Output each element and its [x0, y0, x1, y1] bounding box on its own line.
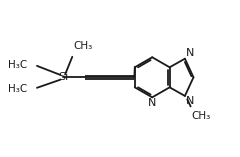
- Text: Si: Si: [58, 72, 68, 82]
- Text: CH₃: CH₃: [192, 111, 211, 121]
- Text: H₃C: H₃C: [8, 84, 27, 94]
- Text: N: N: [186, 96, 195, 106]
- Text: N: N: [148, 98, 156, 108]
- Text: H₃C: H₃C: [8, 60, 27, 70]
- Text: CH₃: CH₃: [73, 41, 93, 51]
- Text: N: N: [186, 48, 195, 58]
